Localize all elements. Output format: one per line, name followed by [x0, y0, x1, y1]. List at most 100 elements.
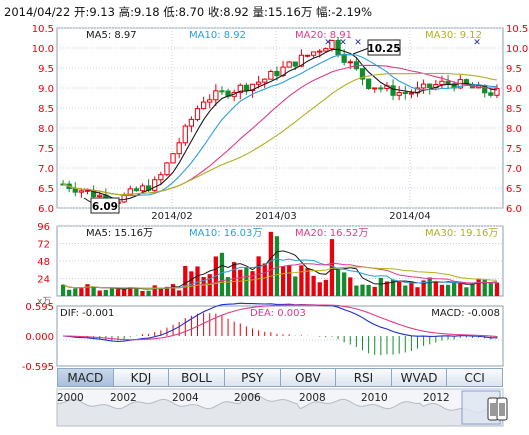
volume-bar-down	[146, 290, 151, 296]
volume-bar-down	[378, 277, 383, 296]
price-y-tick-label: 7.5	[38, 144, 54, 155]
volume-unit: x万	[37, 297, 51, 307]
indicator-tabs: MACD KDJ BOLL PSY OBV RSI WVAD CCI	[57, 368, 503, 388]
price-x-ticks: 2014/02 2014/03 2014/04	[151, 211, 431, 222]
volume-bar-up	[280, 266, 286, 296]
overview-year-label: 2000	[57, 392, 84, 404]
candle-up	[286, 61, 292, 68]
volume-bar-up	[177, 290, 182, 296]
tab-rsi[interactable]: RSI	[336, 368, 392, 387]
candle-up	[255, 81, 262, 85]
price-ma-line	[62, 72, 498, 196]
volume-bar-down	[219, 252, 225, 296]
overview-year-label: 2002	[110, 392, 137, 404]
tab-kdj[interactable]: KDJ	[113, 368, 170, 387]
volume-bar-up	[164, 286, 170, 296]
candle-up	[249, 83, 256, 92]
tab-cci[interactable]: CCI	[447, 368, 503, 387]
tab-obv[interactable]: OBV	[280, 368, 337, 387]
price-x-tick-label: 2014/03	[255, 211, 297, 222]
volume-bar-up	[256, 256, 261, 296]
overview-right-handle[interactable]	[496, 397, 508, 421]
volume-bar-up	[384, 281, 390, 296]
tab-boll[interactable]: BOLL	[169, 368, 225, 387]
candle-up	[347, 61, 353, 64]
tab-wvad[interactable]: WVAD	[391, 368, 448, 387]
candle-up	[164, 162, 170, 176]
candle-down	[335, 39, 341, 56]
volume-bar-up	[201, 277, 206, 296]
price-y-tick-label-right: 6.5	[506, 184, 522, 195]
price-y-tick-label-right: 10.0	[506, 44, 528, 55]
volume-ma-legend-item: MA30: 19.16万	[425, 228, 498, 239]
volume-bar-down	[342, 272, 347, 296]
quote-header: 2014/04/22 开:9.13 高:9.18 低:8.70 收:8.92 量…	[4, 5, 372, 19]
candle-down	[274, 71, 280, 77]
overview-sparkline	[56, 393, 504, 427]
volume-bar-down	[470, 284, 475, 296]
tab-macd[interactable]: MACD	[57, 368, 114, 387]
candle-up	[170, 153, 176, 164]
volume-ma-legend-item: MA5: 15.16万	[86, 228, 153, 239]
volume-bar-up	[122, 288, 127, 296]
price-panel-frame	[56, 27, 504, 209]
candle-down	[378, 87, 384, 90]
volume-bar-down	[482, 280, 487, 296]
candle-down	[359, 68, 366, 80]
price-y-tick-label: 6.0	[38, 204, 54, 215]
volume-bar-down	[445, 284, 451, 296]
volume-bar-up	[397, 280, 402, 296]
volume-y-tick-label: 48	[37, 257, 50, 268]
price-ma-legend-item: MA30: 9.12	[425, 30, 482, 41]
price-y-tick-label-right: 10.5	[506, 24, 528, 35]
volume-bar-up	[299, 265, 304, 296]
tab-psy[interactable]: PSY	[224, 368, 281, 387]
min-price-callout: 6.09	[83, 197, 120, 214]
volume-bar-down	[244, 267, 249, 296]
event-marker-icon: ✕	[473, 38, 481, 48]
price-y-tick-label-right: 7.5	[506, 144, 522, 155]
volume-y-tick-label: 96	[37, 222, 50, 233]
volume-bar-up	[348, 277, 353, 296]
candle-down	[402, 92, 408, 95]
event-marker-icon: ✕	[324, 38, 332, 48]
macd-lines	[63, 302, 497, 343]
candle-up	[182, 125, 188, 144]
volume-bar-down	[73, 288, 78, 296]
volume-ma-legend-item: MA20: 16.52万	[295, 228, 368, 239]
min-price-label: 6.09	[92, 201, 118, 213]
candle-up	[78, 190, 85, 193]
price-moving-averages	[62, 48, 498, 201]
volume-bar-up	[238, 269, 243, 296]
volume-bar-up	[305, 268, 310, 296]
price-y-tick-label-right: 8.5	[506, 104, 522, 115]
event-marker-icon: ✕	[339, 38, 347, 48]
macd-y-tick-label: -0.595	[22, 362, 54, 373]
price-y-tick-label-right: 9.5	[506, 64, 522, 75]
candle-up	[420, 83, 427, 89]
volume-bar-up	[207, 274, 212, 296]
candle-down	[292, 61, 298, 67]
candle-up	[323, 48, 329, 52]
candle-up	[408, 92, 415, 95]
price-ma-legend: MA5: 8.97 MA10: 8.92 MA20: 8.91 MA30: 9.12	[86, 30, 482, 41]
candle-down	[365, 78, 372, 90]
candle-down	[72, 188, 78, 193]
candle-down	[133, 188, 140, 192]
overview-year-label: 2010	[361, 392, 388, 404]
volume-bar-up	[158, 287, 163, 296]
macd-dif-label: DIF: -0.001	[60, 308, 114, 319]
volume-bar-down	[360, 284, 365, 296]
price-y-tick-label-right: 9.0	[506, 84, 522, 95]
volume-bar-up	[433, 281, 438, 296]
candle-up	[200, 101, 207, 110]
volume-bar-up	[195, 266, 200, 296]
volume-bar-up	[97, 290, 102, 296]
macd-y-tick-label: 0.595	[25, 302, 54, 313]
volume-ma-line	[62, 266, 497, 289]
candle-down	[219, 90, 225, 93]
price-y-tick-label: 6.5	[38, 184, 54, 195]
overview-left-handle[interactable]	[487, 397, 499, 421]
volume-bar-down	[488, 282, 493, 296]
